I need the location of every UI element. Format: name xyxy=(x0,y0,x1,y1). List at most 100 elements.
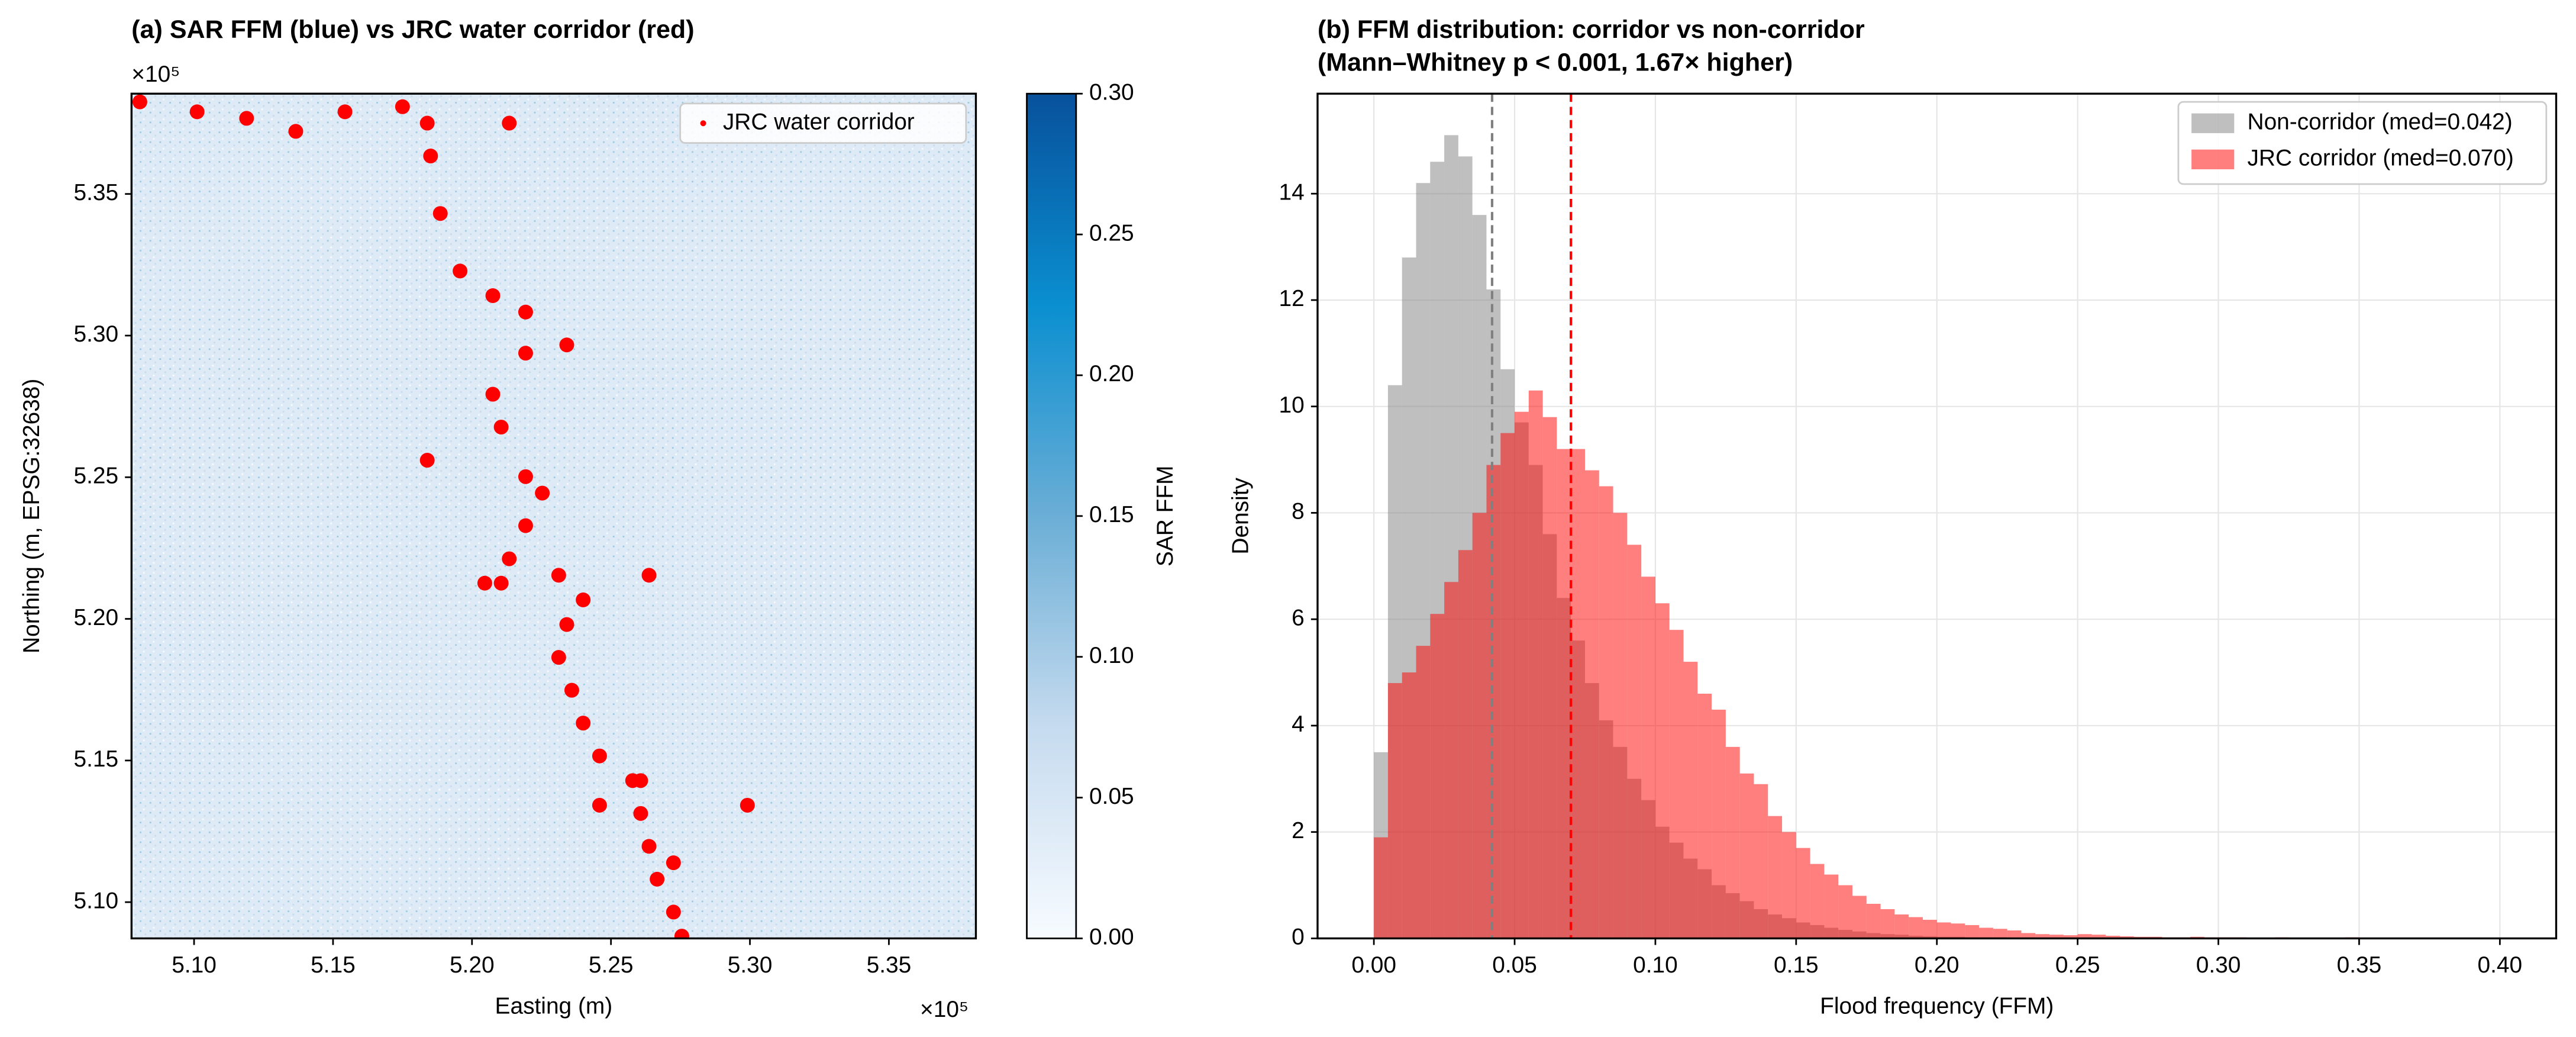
hist-bar xyxy=(1571,449,1585,939)
hist-bar xyxy=(1515,411,1529,939)
y-tick-label: 5.10 xyxy=(73,888,118,913)
hist-bar xyxy=(1387,683,1402,939)
hist-bar xyxy=(1782,832,1796,939)
hist-bar xyxy=(1796,848,1810,939)
colorbar-tick-label: 0.20 xyxy=(1089,361,1134,387)
legend-swatch xyxy=(2191,113,2235,133)
hist-bar xyxy=(1444,582,1458,939)
corridor-point xyxy=(666,855,681,871)
y-tick-label: 10 xyxy=(1279,392,1305,418)
corridor-point xyxy=(535,485,550,501)
y-tick-label: 5.35 xyxy=(73,180,118,205)
corridor-point xyxy=(576,592,591,607)
corridor-point xyxy=(239,111,254,126)
y-tick-label: 12 xyxy=(1279,286,1305,311)
y-tick-label: 0 xyxy=(1292,925,1305,950)
x-tick-label: 5.35 xyxy=(867,952,912,978)
corridor-point xyxy=(419,453,435,468)
hist-bar xyxy=(1557,449,1571,939)
hist-bar xyxy=(1402,672,1416,939)
hist-bar xyxy=(1655,603,1670,939)
hist-bar xyxy=(2063,935,2078,939)
corridor-point xyxy=(518,518,533,533)
x-tick-label: 0.15 xyxy=(1774,952,1819,978)
y-tick-label: 6 xyxy=(1292,605,1305,630)
hist-bar xyxy=(1500,433,1515,939)
chart-title: (b) FFM distribution: corridor vs non-co… xyxy=(1318,15,1865,44)
hist-bar xyxy=(2120,936,2134,939)
y-axis-label: Density xyxy=(1228,477,1254,554)
legend-swatch xyxy=(2191,149,2235,169)
corridor-point xyxy=(477,575,492,591)
hist-bar xyxy=(1838,885,1852,939)
axes-frame xyxy=(130,92,977,940)
corridor-point xyxy=(592,748,607,764)
ffm-raster xyxy=(131,94,976,939)
legend-marker xyxy=(700,120,706,127)
corridor-point xyxy=(288,124,304,139)
colorbar-label: SAR FFM xyxy=(1153,466,1178,567)
corridor-point xyxy=(132,94,147,110)
x-tick-label: 5.25 xyxy=(589,952,634,978)
corridor-point xyxy=(592,797,607,813)
hist-bar xyxy=(1683,662,1698,939)
chart-subtitle: (Mann–Whitney p < 0.001, 1.67× higher) xyxy=(1318,49,1793,77)
corridor-point xyxy=(633,773,648,788)
y-tick-label: 14 xyxy=(1279,179,1305,205)
x-tick-label: 5.20 xyxy=(450,952,495,978)
corridor-point xyxy=(518,469,533,484)
y-tick-label: 5.20 xyxy=(73,605,118,630)
x-tick-label: 0.20 xyxy=(1915,952,1960,978)
hist-bar xyxy=(1754,784,1768,939)
corridor-point xyxy=(564,682,579,698)
hist-bar xyxy=(2035,934,2050,939)
x-tick-label: 0.00 xyxy=(1351,952,1396,978)
corridor-point xyxy=(337,104,353,120)
hist-bar xyxy=(2091,935,2106,939)
hist-bar xyxy=(1472,513,1487,939)
colorbar-tick-label: 0.05 xyxy=(1089,784,1134,809)
y-tick-label: 5.30 xyxy=(73,321,118,347)
hist-bar xyxy=(1979,927,1993,939)
x-tick-label: 0.05 xyxy=(1492,952,1537,978)
hist-bar xyxy=(1936,922,1951,939)
legend-box xyxy=(679,102,967,144)
legend-label: Non-corridor (med=0.042) xyxy=(2248,110,2513,135)
hist-bar xyxy=(1458,550,1473,939)
corridor-point xyxy=(551,650,566,665)
x-axis-label: Easting (m) xyxy=(495,993,613,1019)
x-offset-label: ×10⁵ xyxy=(920,997,969,1022)
legend-label: JRC corridor (med=0.070) xyxy=(2248,146,2514,171)
corridor-point xyxy=(633,806,648,821)
corridor-point xyxy=(674,929,689,939)
x-tick-label: 0.10 xyxy=(1633,952,1678,978)
corridor-point xyxy=(740,797,755,813)
hist-bar xyxy=(1613,513,1628,939)
hist-bar xyxy=(2077,934,2092,939)
corridor-point xyxy=(432,206,448,221)
x-tick-label: 5.10 xyxy=(172,952,217,978)
corridor-point xyxy=(419,115,435,131)
x-tick-label: 5.15 xyxy=(311,952,356,978)
hist-bar xyxy=(2021,933,2036,939)
corridor-point xyxy=(485,288,501,303)
axes-frame xyxy=(1316,92,2558,940)
hist-bar xyxy=(1993,929,2007,939)
hist-bar xyxy=(2106,935,2120,939)
x-tick-label: 0.30 xyxy=(2196,952,2241,978)
hist-bar xyxy=(1641,577,1655,939)
hist-bar xyxy=(1852,896,1867,939)
corridor-point xyxy=(453,263,468,279)
corridor-point xyxy=(518,304,533,320)
hist-bar xyxy=(1697,694,1712,939)
corridor-point xyxy=(559,617,574,632)
corridor-point xyxy=(641,839,657,854)
corridor-point xyxy=(493,420,509,435)
y-tick-label: 4 xyxy=(1292,711,1305,737)
hist-bar xyxy=(1542,417,1557,939)
hist-bar xyxy=(1951,923,1965,939)
hist-bar xyxy=(1739,773,1754,939)
hist-bar xyxy=(1627,545,1642,939)
corridor-point xyxy=(666,904,681,920)
